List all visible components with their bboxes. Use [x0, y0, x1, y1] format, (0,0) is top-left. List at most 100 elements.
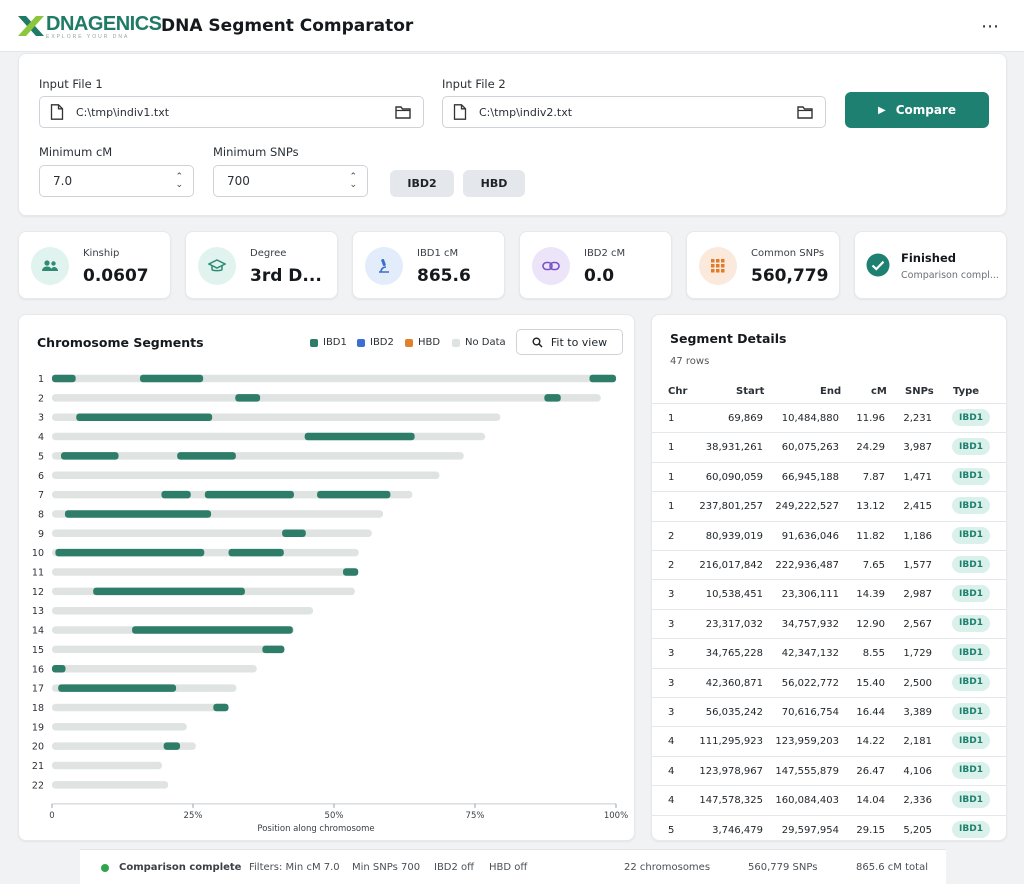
table-row[interactable]: 1 237,801,257 249,222,527 13.12 2,415 IBD1	[652, 491, 1006, 520]
file-icon	[50, 104, 64, 120]
cell-snps: 3,987	[903, 442, 932, 454]
compare-button[interactable]: ▶ Compare	[845, 92, 989, 128]
table-row[interactable]: 3 42,360,871 56,022,772 15.40 2,500 IBD1	[652, 667, 1006, 697]
footer-ibd2: IBD2 off	[434, 862, 475, 873]
ibd2-toggle[interactable]: IBD2	[390, 170, 454, 197]
table-row[interactable]: 4 111,295,923 123,959,203 14.22 2,181 IBD1	[652, 726, 1006, 755]
table-row[interactable]: 3 23,317,032 34,757,932 12.90 2,567 IBD1	[652, 608, 1006, 638]
table-title: Segment Details	[670, 331, 787, 346]
common-snps-label: Common SNPs	[751, 248, 825, 259]
col-header-type[interactable]: Type	[953, 386, 980, 397]
fit-to-view-button[interactable]: Fit to view	[516, 329, 623, 355]
type-badge: IBD1	[952, 585, 990, 603]
cell-start: 38,931,261	[705, 442, 763, 454]
chromosome-bar	[52, 606, 314, 615]
file-icon	[453, 104, 467, 120]
input-panel: Input File 1 C:\tmp\indiv1.txt Input Fil…	[18, 53, 1007, 216]
ibd1-segment	[177, 452, 236, 460]
chromosome-label: 19	[32, 722, 44, 733]
chromosome-bar	[52, 781, 169, 789]
ibd1-segment	[204, 490, 294, 499]
degree-value: 3rd D...	[250, 266, 322, 286]
ibd1-segment	[317, 490, 391, 499]
chromosome-label: 14	[32, 626, 44, 637]
cell-start: 69,869	[728, 413, 763, 424]
input-file-1-field[interactable]: C:\tmp\indiv1.txt	[39, 96, 424, 128]
folder-icon[interactable]	[395, 105, 411, 119]
type-badge: IBD1	[952, 820, 990, 838]
table-row[interactable]: 5 3,746,479 29,597,954 29.15 5,205 IBD1	[652, 814, 1006, 840]
footer-chromosomes: 22 chromosomes	[624, 862, 711, 873]
ibd1-segment	[161, 490, 191, 499]
chart-title: Chromosome Segments	[37, 335, 204, 350]
chromosome-bar	[52, 665, 257, 673]
col-header-cm[interactable]: cM	[871, 386, 887, 397]
type-badge: IBD1	[952, 761, 990, 779]
folder-icon[interactable]	[797, 105, 813, 119]
ibd1-cm-label: IBD1 cM	[417, 248, 459, 259]
table-row[interactable]: 3 56,035,242 70,616,754 16.44 3,389 IBD1	[652, 697, 1006, 726]
status-bar: Comparison complete Filters: Min cM 7.0 …	[80, 849, 946, 884]
cell-cm: 11.96	[856, 413, 885, 424]
stepper-chevrons-icon[interactable]: ⌃ ⌄	[349, 172, 357, 190]
cell-snps: 2,181	[903, 736, 932, 748]
table-row[interactable]: 4 123,978,967 147,555,879 26.47 4,106 IBD1	[652, 755, 1006, 785]
ibd1-segment	[235, 394, 261, 402]
cell-snps: 1,577	[903, 560, 932, 571]
table-row[interactable]: 1 38,931,261 60,075,263 24.29 3,987 IBD1	[652, 432, 1006, 461]
cell-snps: 2,567	[903, 618, 932, 630]
cell-snps: 2,231	[903, 413, 932, 424]
ibd1-segment	[262, 645, 285, 654]
stepper-chevrons-icon[interactable]: ⌃ ⌄	[175, 172, 183, 190]
cell-end: 23,306,111	[781, 589, 839, 601]
cell-end: 222,936,487	[775, 560, 839, 571]
stat-card-ibd1: IBD1 cM 865.6	[352, 231, 505, 299]
col-header-end[interactable]: End	[820, 386, 842, 397]
cell-end: 34,757,932	[781, 618, 839, 630]
cell-cm: 8.55	[862, 648, 885, 660]
input-file-1-label: Input File 1	[39, 77, 103, 91]
people-icon	[42, 260, 58, 271]
table-row[interactable]: 3 34,765,228 42,347,132 8.55 1,729 IBD1	[652, 638, 1006, 667]
more-menu-icon[interactable]: ⋯	[981, 15, 999, 37]
cell-chr: 3	[668, 707, 675, 718]
table-row[interactable]: 3 10,538,451 23,306,111 14.39 2,987 IBD1	[652, 579, 1006, 608]
cell-end: 249,222,527	[775, 501, 839, 513]
col-header-chr[interactable]: Chr	[668, 386, 688, 397]
cell-chr: 3	[668, 648, 675, 660]
ibd1-segment	[304, 432, 415, 441]
type-badge: IBD1	[952, 497, 990, 515]
x-tick-label: 0	[49, 811, 54, 821]
ibd1-segment	[544, 394, 561, 402]
cell-chr: 3	[668, 589, 675, 601]
min-snps-label: Minimum SNPs	[213, 145, 299, 159]
input-file-2-field[interactable]: C:\tmp\indiv2.txt	[442, 96, 826, 128]
dnagenics-logo[interactable]: DNAGENICS EXPLORE YOUR DNA	[18, 14, 162, 40]
type-badge: IBD1	[952, 438, 990, 456]
col-header-start[interactable]: Start	[736, 386, 765, 397]
chromosome-label: 4	[38, 432, 44, 443]
cell-end: 160,084,403	[775, 795, 839, 807]
chromosome-label: 21	[32, 761, 44, 772]
status-subtitle: Comparison compl...	[901, 270, 999, 281]
table-row[interactable]: 2 216,017,842 222,936,487 7.65 1,577 IBD1	[652, 550, 1006, 579]
stat-card-kinship: Kinship 0.0607	[18, 231, 171, 299]
degree-label: Degree	[250, 248, 287, 259]
chromosome-bar	[52, 374, 616, 383]
table-row[interactable]: 1 60,090,059 66,945,188 7.87 1,471 IBD1	[652, 461, 1006, 491]
table-row[interactable]: 2 80,939,019 91,636,046 11.82 1,186 IBD1	[652, 520, 1006, 550]
ibd1-segment	[52, 374, 76, 383]
hbd-toggle[interactable]: HBD	[463, 170, 525, 197]
ibd1-segment	[76, 413, 213, 421]
ibd1-segment	[282, 529, 306, 538]
status-dot-icon	[101, 864, 109, 872]
cell-start: 3,746,479	[712, 824, 763, 836]
cell-start: 147,578,325	[699, 795, 763, 807]
table-row[interactable]: 1 69,869 10,484,880 11.96 2,231 IBD1	[652, 403, 1006, 432]
type-badge: IBD1	[952, 526, 990, 544]
table-row[interactable]: 4 147,578,325 160,084,403 14.04 2,336 IBD1	[652, 785, 1006, 814]
min-snps-stepper[interactable]: 700 ⌃ ⌄	[213, 165, 368, 197]
col-header-snps[interactable]: SNPs	[905, 386, 934, 397]
legend-swatch	[452, 338, 460, 347]
min-cm-stepper[interactable]: 7.0 ⌃ ⌄	[39, 165, 194, 197]
